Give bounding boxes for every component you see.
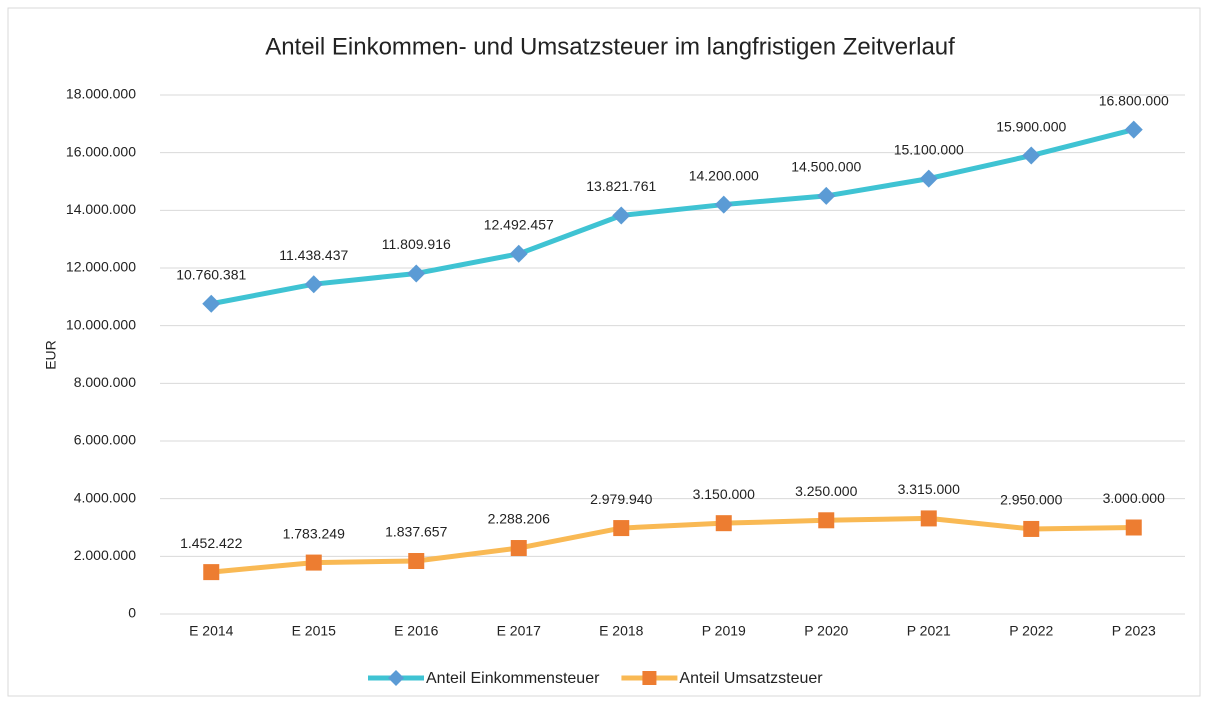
x-tick-label: E 2014 xyxy=(189,623,234,639)
marker xyxy=(1022,146,1041,165)
x-tick-label: E 2015 xyxy=(292,623,337,639)
marker xyxy=(919,169,938,188)
marker xyxy=(714,195,733,214)
legend-marker xyxy=(388,670,404,686)
marker xyxy=(1125,519,1142,536)
data-label: 12.492.457 xyxy=(484,217,554,233)
y-tick-label: 0 xyxy=(128,605,136,621)
legend-marker xyxy=(642,671,657,685)
data-label: 2.979.940 xyxy=(590,491,652,507)
legend-label: Anteil Einkommensteuer xyxy=(426,670,600,687)
chart-title: Anteil Einkommen- und Umsatzsteuer im la… xyxy=(265,33,955,60)
marker xyxy=(203,564,220,581)
marker xyxy=(305,554,322,571)
x-tick-label: P 2020 xyxy=(804,623,848,639)
data-label: 3.150.000 xyxy=(693,486,755,502)
data-label: 15.100.000 xyxy=(894,141,964,157)
marker xyxy=(509,244,528,263)
marker xyxy=(818,512,835,529)
y-axis-label: EUR xyxy=(43,340,59,370)
y-tick-label: 10.000.000 xyxy=(66,316,136,332)
marker xyxy=(1023,520,1040,537)
marker xyxy=(715,515,732,532)
data-label: 3.250.000 xyxy=(795,483,857,499)
y-tick-label: 14.000.000 xyxy=(66,201,136,217)
marker xyxy=(613,520,630,537)
series-line xyxy=(211,515,1134,575)
x-tick-label: E 2017 xyxy=(497,623,542,639)
data-label: 11.438.437 xyxy=(279,247,348,263)
data-label: 11.809.916 xyxy=(382,236,451,252)
y-tick-label: 8.000.000 xyxy=(74,374,136,390)
marker xyxy=(407,264,426,283)
data-label: 16.800.000 xyxy=(1099,92,1169,108)
marker xyxy=(920,510,937,527)
marker xyxy=(817,186,836,205)
y-tick-label: 18.000.000 xyxy=(66,86,136,102)
data-label: 1.837.657 xyxy=(385,524,447,540)
marker xyxy=(202,294,221,313)
marker xyxy=(510,540,527,557)
x-tick-label: E 2016 xyxy=(394,623,439,639)
chart-frame xyxy=(7,7,1201,697)
data-label: 14.200.000 xyxy=(689,167,759,183)
x-tick-label: P 2022 xyxy=(1009,623,1053,639)
marker xyxy=(304,275,323,294)
marker xyxy=(612,206,631,225)
y-tick-label: 16.000.000 xyxy=(66,143,136,159)
y-tick-label: 12.000.000 xyxy=(66,259,136,275)
y-tick-label: 2.000.000 xyxy=(74,547,136,563)
x-tick-label: P 2023 xyxy=(1112,623,1156,639)
series-line xyxy=(210,127,1135,307)
legend-label: Anteil Umsatzsteuer xyxy=(679,670,823,687)
x-tick-label: E 2018 xyxy=(599,623,644,639)
marker xyxy=(1124,120,1143,139)
x-tick-label: P 2019 xyxy=(702,623,746,639)
data-label: 1.783.249 xyxy=(283,525,345,541)
data-label: 13.821.761 xyxy=(586,178,656,194)
data-label: 3.315.000 xyxy=(898,481,960,497)
data-label: 14.500.000 xyxy=(791,159,861,175)
y-tick-label: 6.000.000 xyxy=(74,432,136,448)
data-label: 10.760.381 xyxy=(176,266,246,282)
data-label: 2.950.000 xyxy=(1000,492,1062,508)
data-label: 1.452.422 xyxy=(180,535,242,551)
x-tick-label: P 2021 xyxy=(907,623,951,639)
data-label: 2.288.206 xyxy=(488,511,550,527)
marker xyxy=(408,553,425,570)
y-tick-label: 4.000.000 xyxy=(74,489,136,505)
data-label: 15.900.000 xyxy=(996,118,1066,134)
data-label: 3.000.000 xyxy=(1103,490,1165,506)
